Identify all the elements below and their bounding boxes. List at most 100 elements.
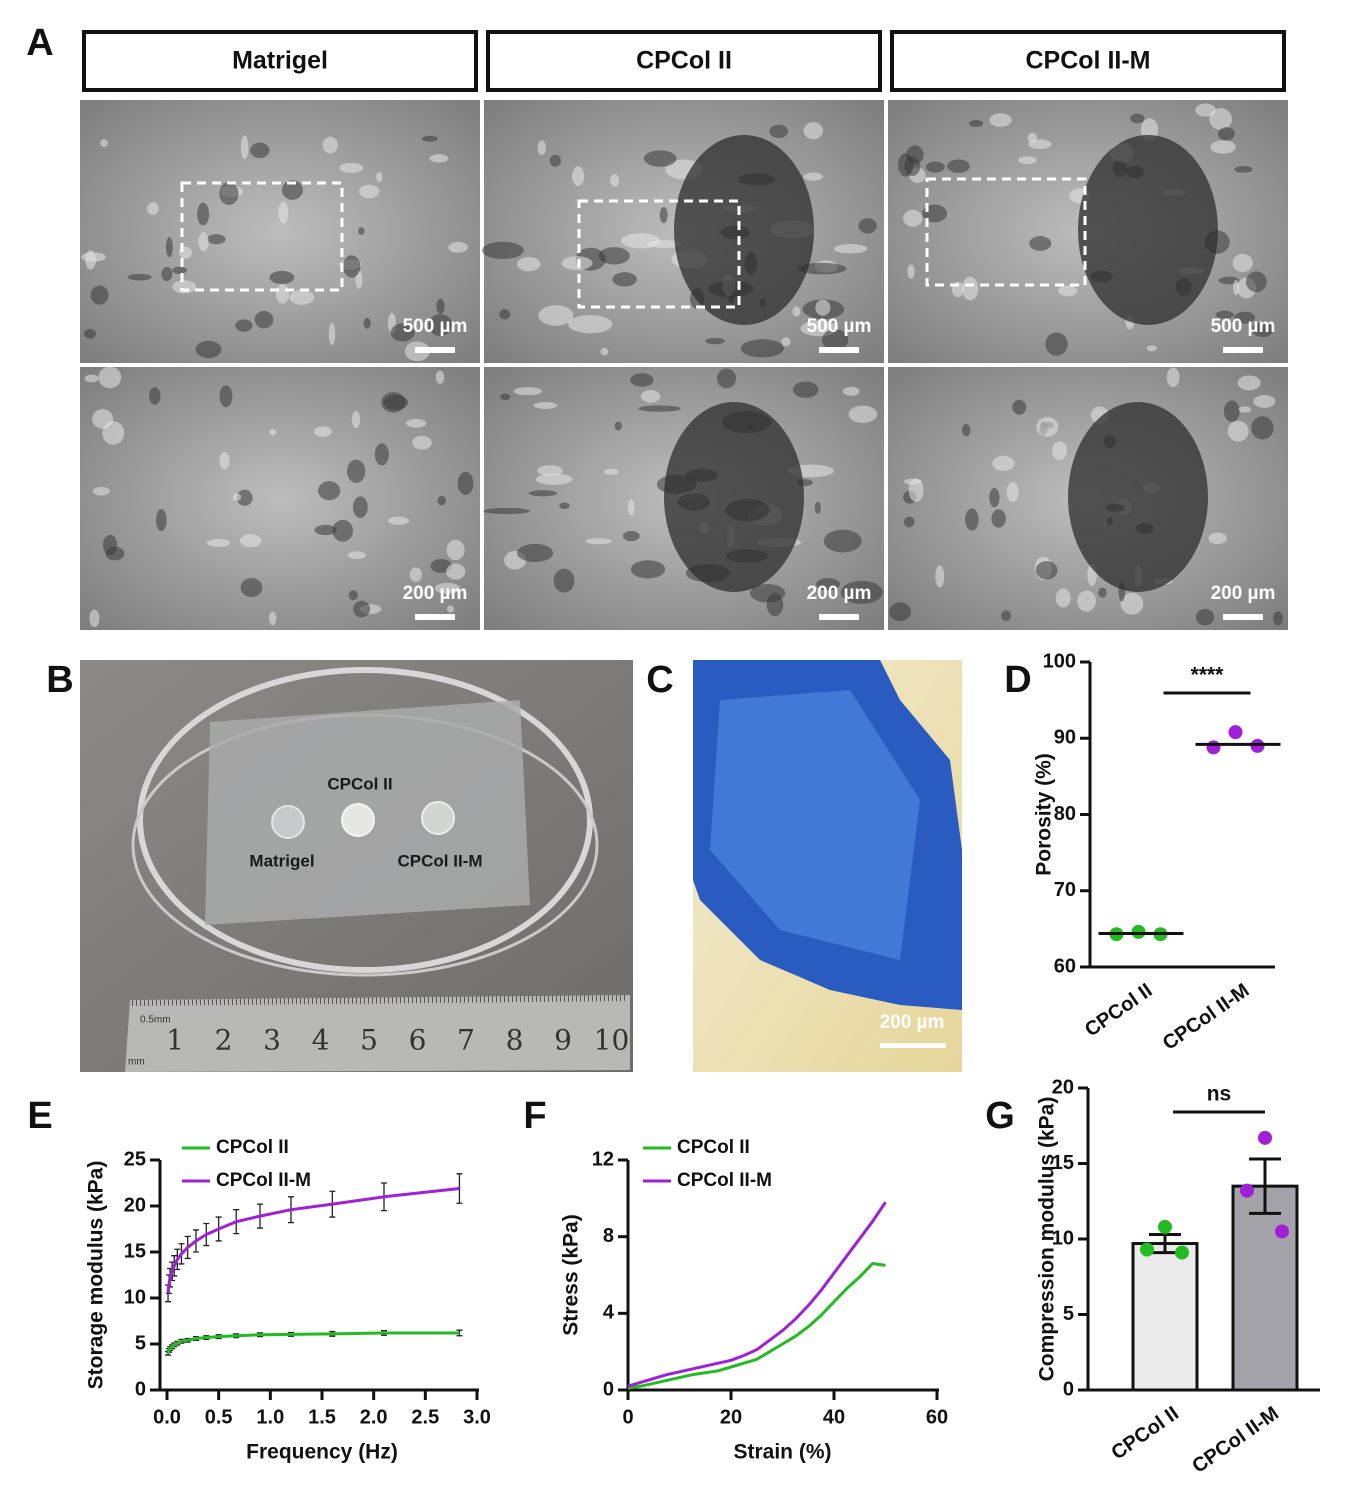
pore: [339, 162, 364, 173]
pore: [1012, 399, 1027, 415]
ruler-number: 2: [215, 1024, 233, 1057]
x-tick-label: 2.5: [411, 1406, 439, 1428]
scale-label: 500 µm: [1211, 316, 1276, 337]
pore: [434, 582, 461, 594]
error-bar: [1249, 1157, 1281, 1215]
pore: [833, 243, 868, 254]
ruler: [125, 995, 630, 1072]
x-tick-label: 0.0: [153, 1406, 181, 1428]
sem-images: [80, 100, 1288, 630]
pore: [533, 402, 558, 409]
pore: [1217, 127, 1235, 141]
y-tick-label: 0: [1063, 1378, 1074, 1400]
pore: [430, 558, 452, 573]
line: [166, 1187, 460, 1294]
pore: [842, 386, 860, 396]
header: Matrigel: [232, 47, 328, 75]
pore: [858, 218, 877, 234]
pore: [428, 313, 453, 336]
pore: [457, 471, 474, 496]
panel-letter: D: [1004, 659, 1031, 701]
pore: [322, 136, 338, 154]
pore: [1195, 608, 1215, 626]
pore: [352, 496, 368, 519]
y-tick-label: 20: [124, 1194, 146, 1216]
ruler-ticks: [131, 995, 629, 1006]
x-tick-label: CPCol II: [1081, 979, 1156, 1041]
pore: [500, 393, 511, 401]
scale-bar: [415, 347, 455, 353]
pore: [816, 577, 840, 591]
pore: [239, 534, 262, 548]
pore: [482, 241, 524, 259]
header-box: [82, 30, 478, 92]
pore: [374, 443, 389, 466]
pore: [446, 605, 455, 613]
y-tick-label: 10: [124, 1286, 146, 1308]
pore: [537, 465, 563, 477]
ruler-number: 5: [360, 1024, 378, 1057]
pore: [630, 373, 654, 387]
pore: [1209, 108, 1232, 130]
x-tick-label: 0.5: [205, 1406, 233, 1428]
y-tick-label: 10: [1052, 1227, 1074, 1249]
pore: [435, 370, 445, 384]
pore: [638, 405, 681, 412]
scale-label: 200 µm: [880, 1012, 945, 1033]
pore: [572, 166, 585, 186]
y-tick-label: 90: [1054, 727, 1076, 749]
pore: [198, 232, 209, 252]
pore: [127, 273, 152, 281]
y-axis-label: Porosity (%): [1033, 753, 1056, 876]
pore: [907, 264, 915, 279]
pore: [823, 529, 862, 553]
zoom-box: [577, 199, 741, 309]
point: [1140, 1242, 1154, 1257]
pore: [236, 489, 253, 506]
pore: [281, 180, 303, 200]
pore: [448, 241, 468, 253]
point: [1131, 924, 1146, 939]
x-tick-label: 0: [622, 1406, 633, 1428]
pore: [269, 270, 295, 284]
pore: [172, 266, 187, 274]
pore: [646, 240, 682, 248]
pore: [232, 493, 242, 501]
pore: [904, 156, 921, 176]
scale-bar: [1223, 614, 1263, 620]
pore: [278, 201, 289, 224]
y-tick-label: 15: [124, 1240, 146, 1262]
zoom-box: [925, 177, 1087, 287]
pore: [822, 329, 849, 351]
pore: [528, 490, 558, 497]
pore: [100, 139, 108, 148]
pore: [705, 337, 725, 345]
y-tick-label: 5: [135, 1332, 146, 1354]
pore: [925, 161, 945, 173]
header: CPCol II: [636, 47, 732, 75]
pore: [1052, 441, 1067, 460]
pore: [1234, 311, 1255, 324]
pore: [165, 237, 173, 258]
pore: [206, 538, 231, 547]
pore: [989, 113, 1012, 127]
histology-panel: [693, 660, 962, 1072]
pore: [1028, 139, 1052, 150]
y-tick-label: 12: [592, 1148, 614, 1170]
pore: [1001, 610, 1012, 622]
pore: [195, 340, 222, 359]
pore: [989, 488, 1000, 508]
scale-bar: [819, 614, 859, 620]
pore: [318, 481, 341, 501]
pore: [716, 368, 737, 389]
pore: [1036, 416, 1059, 437]
x-tick-label: 20: [720, 1406, 742, 1428]
point: [1275, 1224, 1289, 1239]
pore: [268, 611, 277, 626]
sample-label: CPCol II-M: [398, 851, 483, 870]
pore: [155, 509, 167, 532]
pore: [889, 602, 912, 622]
scale-bar: [1223, 347, 1263, 353]
pore: [535, 473, 573, 485]
annotation: ****: [1191, 664, 1225, 687]
